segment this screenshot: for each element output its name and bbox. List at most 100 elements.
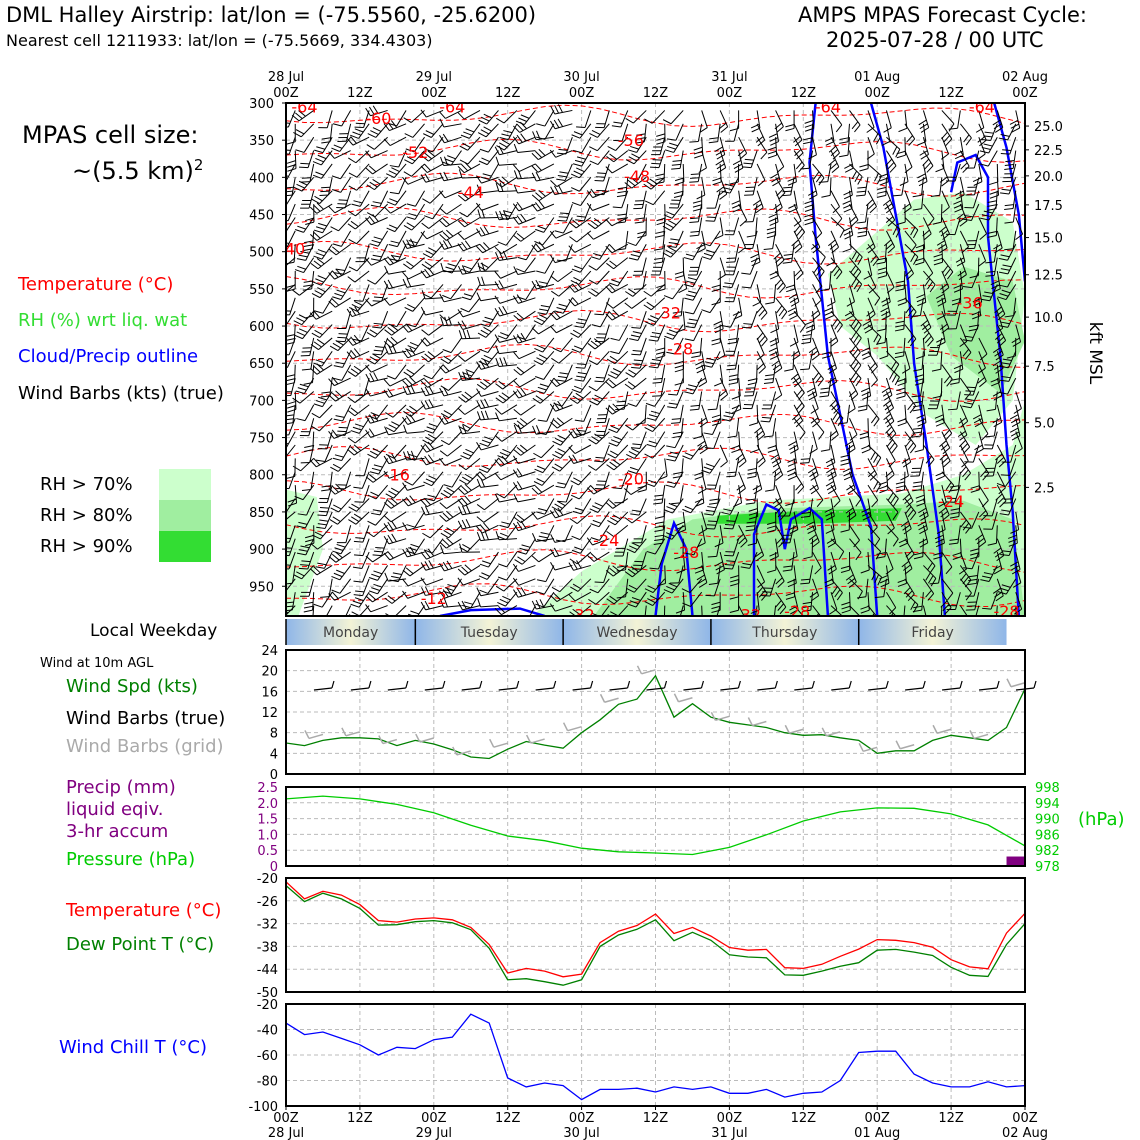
wind-barb-flag xyxy=(536,357,545,363)
wind-barb xyxy=(479,431,499,447)
wind-barb xyxy=(495,182,517,193)
wind-barb-flag xyxy=(765,301,775,305)
wind-barb-flag xyxy=(571,134,581,139)
wind-barb-shaft xyxy=(538,551,555,563)
wind-barb-shaft xyxy=(756,190,764,208)
wind-barb-shaft xyxy=(543,591,555,608)
wind-barb xyxy=(513,332,536,344)
wind-barb-shaft xyxy=(481,203,499,211)
wind-barb-flag xyxy=(652,159,662,161)
wind-barb-flag xyxy=(512,390,520,399)
wind-barb-flag xyxy=(286,194,293,197)
wind-barb-shaft xyxy=(616,417,629,433)
wind-barb-flag xyxy=(802,334,812,337)
wind-barb-flag xyxy=(503,210,508,219)
wind-barb-flag xyxy=(314,310,324,314)
wind-barb-shaft xyxy=(397,565,407,582)
wind-barb-shaft xyxy=(375,444,388,459)
wind-barb-shaft xyxy=(555,150,573,158)
wind-barb xyxy=(644,417,666,432)
wind-barb-flag xyxy=(590,220,599,227)
wind-barb-shaft xyxy=(288,337,296,356)
wind-barb xyxy=(494,471,518,481)
wind-barb-flag xyxy=(368,415,377,420)
wind-barb-flag xyxy=(593,338,602,345)
wind-barb-shaft xyxy=(793,190,798,209)
wind-barb-flag xyxy=(828,239,836,247)
wind-barb xyxy=(748,498,759,520)
wind-barb-flag xyxy=(371,573,380,578)
wind-barb xyxy=(534,458,555,474)
wind-barb xyxy=(607,136,629,151)
wind-barb-flag xyxy=(606,464,615,471)
wind-barb xyxy=(809,471,819,495)
wind-barb-flag xyxy=(317,523,327,526)
wind-barb-flag xyxy=(497,241,507,246)
wind-barb-flag xyxy=(457,520,463,530)
wind-barb-shaft xyxy=(692,270,703,287)
wind-barb xyxy=(439,229,462,241)
wind-barb-flag xyxy=(388,323,397,328)
wind-barb-shaft xyxy=(425,578,444,586)
wind-barb-flag xyxy=(365,107,371,117)
wind-barb-flag xyxy=(476,175,482,184)
wind-barb xyxy=(612,471,629,490)
wind-barb-shaft xyxy=(812,337,820,355)
wind-barb-flag xyxy=(617,213,627,216)
wind-barb-shaft xyxy=(499,257,518,261)
wind-barb xyxy=(731,190,742,213)
wind-barb-flag xyxy=(684,552,694,556)
wind-barb-flag xyxy=(819,395,829,398)
wind-barb-flag xyxy=(476,587,482,596)
wind-barb-flag xyxy=(627,603,637,608)
wind-barb-flag xyxy=(383,280,390,289)
wind-barb-flag xyxy=(804,208,814,212)
wind-barb-flag xyxy=(333,365,343,368)
wind-barb-shaft xyxy=(755,605,758,616)
wind-barb-shaft xyxy=(573,564,591,571)
wind-barb-flag xyxy=(461,497,468,505)
wind-barb-shaft xyxy=(611,217,629,227)
wind-barb-flag xyxy=(479,244,487,252)
wind-barb-flag xyxy=(309,459,317,468)
wind-barb-flag xyxy=(353,513,363,520)
wind-barb xyxy=(311,284,333,299)
wind-barb-flag xyxy=(335,415,345,418)
wind-barb-flag xyxy=(539,599,545,608)
wind-barb-flag xyxy=(709,137,719,140)
wind-barb-flag xyxy=(663,214,673,219)
wind-barb-flag xyxy=(677,529,686,534)
wind-barb-flag xyxy=(495,182,500,192)
wind-barb-flag xyxy=(496,493,505,499)
wind-barb xyxy=(749,404,759,426)
wind-barb-shaft xyxy=(325,605,333,616)
wind-barb-flag xyxy=(321,141,331,144)
wind-barb xyxy=(494,280,518,290)
wind-barb-flag xyxy=(692,200,702,204)
wind-barb-shaft xyxy=(793,592,799,610)
wind-barb-flag xyxy=(354,501,364,503)
wind-barb-flag xyxy=(770,341,779,347)
wind-barb-shaft xyxy=(447,444,462,457)
wind-barb-shaft xyxy=(410,404,425,417)
wind-barb-flag xyxy=(457,568,466,576)
wind-barb-flag xyxy=(591,397,601,403)
wind-barb xyxy=(384,344,407,355)
wind-barb-flag xyxy=(286,334,295,337)
wind-barb xyxy=(477,262,499,272)
wind-barb-shaft xyxy=(670,217,684,231)
wind-barb-shaft xyxy=(793,324,799,343)
wind-barb xyxy=(590,525,610,541)
wind-barb-shaft xyxy=(755,217,758,236)
wind-barb-flag xyxy=(695,502,704,507)
wind-barb-shaft xyxy=(443,297,462,303)
wind-barb-shaft xyxy=(329,123,333,142)
wind-barb-shaft xyxy=(789,498,795,517)
wind-barb-flag xyxy=(354,128,364,133)
wind-barb-shaft xyxy=(443,123,462,128)
wind-barb-flag xyxy=(480,531,485,541)
wind-barb-flag xyxy=(775,506,782,514)
wind-barb-shaft xyxy=(730,310,740,328)
wind-barb-shaft xyxy=(481,176,499,184)
wind-barb-flag xyxy=(646,417,656,421)
